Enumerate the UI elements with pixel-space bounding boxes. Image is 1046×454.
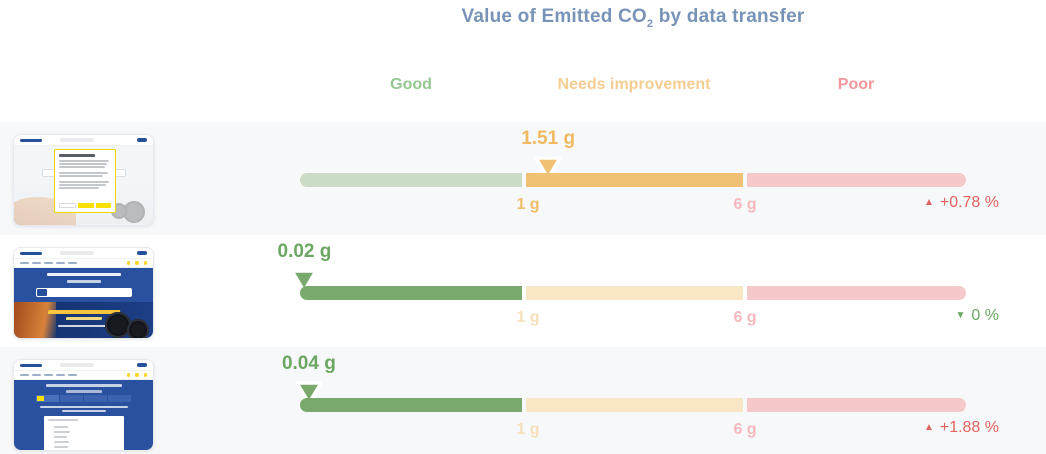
slogan-text xyxy=(47,310,121,314)
gauge-zone-needs-improvement xyxy=(526,173,743,187)
gauge-value-label: 0.02 g xyxy=(277,241,332,262)
gauge-zone-good xyxy=(300,286,522,300)
trend-down-icon: ▼ xyxy=(955,310,966,321)
zone-header-good: Good xyxy=(390,76,432,93)
nav-icon xyxy=(126,261,130,265)
gauge-zone-poor xyxy=(747,398,966,412)
gauge-zone-good xyxy=(300,398,522,412)
michelin-logo xyxy=(20,363,42,367)
zone-header-poor: Poor xyxy=(837,76,875,93)
tire-image xyxy=(105,312,131,338)
page-row: 1.51 g 1 g 6 g ▲ +0.78 % xyxy=(0,122,1046,235)
nav-icon xyxy=(126,373,130,377)
tick-6g: 6 g xyxy=(733,421,757,438)
gauge-marker-triangle-down-icon[interactable] xyxy=(294,380,324,406)
gauge-zone-needs-improvement xyxy=(526,398,743,412)
trend-change-value: 0 % xyxy=(971,307,999,324)
tick-1g: 1 g xyxy=(516,196,540,213)
tab-active xyxy=(36,395,60,402)
cookie-accept-button xyxy=(95,203,111,208)
hero-section xyxy=(14,268,153,302)
nav-icon xyxy=(135,373,139,377)
form-section xyxy=(14,380,153,450)
promo-banner xyxy=(14,302,153,338)
tire-search-input xyxy=(36,288,132,297)
gauge-value-label: 1.51 g xyxy=(521,128,576,149)
gauge-zone-good xyxy=(300,173,522,187)
gauge-marker-triangle-down-icon[interactable] xyxy=(289,268,319,294)
nav-icon xyxy=(143,261,147,265)
tab-strip xyxy=(36,395,132,402)
page-title-tail: by data transfer xyxy=(653,6,805,27)
page-row: 0.04 g 1 g 6 g ▲ +1.88 % xyxy=(0,347,1046,454)
page-title-main: Value of Emitted CO xyxy=(461,6,647,27)
cookie-dialog-title xyxy=(59,154,95,157)
trend-up-icon: ▲ xyxy=(923,197,934,208)
gauge-marker-triangle-down-icon[interactable] xyxy=(533,155,563,181)
tick-6g: 6 g xyxy=(733,196,757,213)
gauge-zone-poor xyxy=(747,286,966,300)
trend-change: ▲ +1.88 % xyxy=(924,419,999,437)
nav-bar xyxy=(14,371,153,380)
gauge-value-label: 0.04 g xyxy=(281,353,336,374)
page-title-subscript: 2 xyxy=(646,18,654,30)
tire-image xyxy=(127,319,149,338)
page-thumbnail-form-page[interactable] xyxy=(13,359,154,451)
nav-icon xyxy=(135,261,139,265)
website-screenshot xyxy=(14,135,153,225)
michelin-logo xyxy=(20,138,42,142)
search-bar xyxy=(60,363,94,367)
nav-bar xyxy=(14,259,153,268)
search-bar xyxy=(60,138,94,142)
zone-header-needs-improvement: Needs improvement xyxy=(557,76,711,93)
cookie-settings-button xyxy=(78,203,94,208)
gauge-zone-poor xyxy=(747,173,966,187)
page-row: 0.02 g 1 g 6 g ▼ 0 % xyxy=(0,235,1046,347)
trend-change: ▼ 0 % xyxy=(956,307,999,325)
autumn-forest-image xyxy=(14,302,56,338)
page-thumbnail-cookie-consent[interactable] xyxy=(13,134,154,226)
trend-change-value: +1.88 % xyxy=(939,419,999,436)
page-title: Value of Emitted CO2 by data transfer xyxy=(300,6,966,30)
results-panel xyxy=(44,416,124,450)
nav-icon xyxy=(143,373,147,377)
search-bar xyxy=(60,251,94,255)
michelin-logo xyxy=(20,251,42,255)
tick-1g: 1 g xyxy=(516,421,540,438)
cookie-consent-dialog xyxy=(54,149,116,213)
trend-up-icon: ▲ xyxy=(923,422,934,433)
page-thumbnail-homepage[interactable] xyxy=(13,247,154,339)
tick-6g: 6 g xyxy=(733,309,757,326)
tick-1g: 1 g xyxy=(516,309,540,326)
trend-change: ▲ +0.78 % xyxy=(924,194,999,212)
gauge-zone-needs-improvement xyxy=(526,286,743,300)
cookie-decline-button xyxy=(59,203,77,208)
trend-change-value: +0.78 % xyxy=(939,194,999,211)
